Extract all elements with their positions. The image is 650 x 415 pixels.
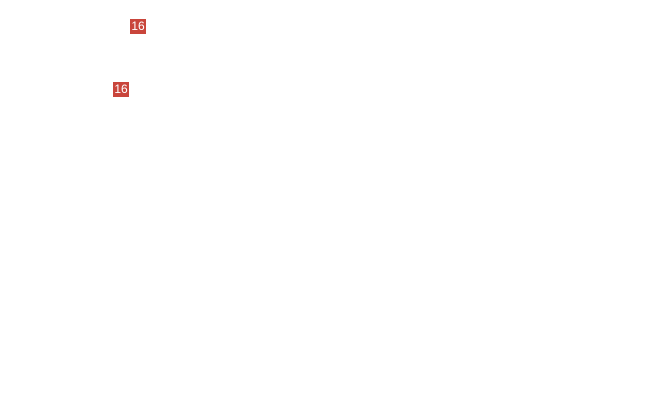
- count-badge: 16: [113, 82, 129, 97]
- count-badge: 16: [130, 19, 146, 34]
